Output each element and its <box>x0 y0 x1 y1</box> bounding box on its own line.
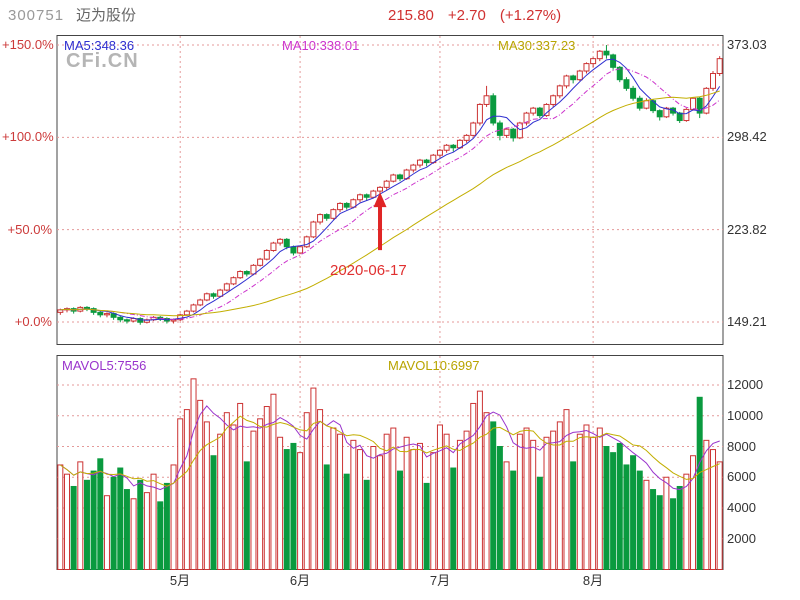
volume-axis-tick: 8000 <box>727 439 756 454</box>
price-axis-tick: 373.03 <box>727 37 767 52</box>
price-axis-tick: 298.42 <box>727 129 767 144</box>
mavol10-label: MAVOL10:6997 <box>388 358 480 373</box>
volume-axis-tick: 12000 <box>727 377 764 392</box>
price-change-percent: (+1.27%) <box>499 7 562 24</box>
month-label: 5月 <box>169 573 191 588</box>
price-change: +2.70 <box>447 7 486 24</box>
mavol5-label: MAVOL5:7556 <box>62 358 147 373</box>
main-price-chart <box>56 35 724 345</box>
volume-axis-tick: 10000 <box>727 408 764 423</box>
site-watermark: CFi.CN <box>66 50 139 72</box>
stock-code: 300751 <box>8 7 65 24</box>
percent-axis-tick: +100.0% <box>2 129 54 144</box>
volume-axis-tick: 6000 <box>727 469 756 484</box>
last-price: 215.80 <box>388 7 434 24</box>
price-axis-tick: 149.21 <box>727 314 767 329</box>
price-quote: 215.80 +2.70 (+1.27%) <box>388 7 561 25</box>
percent-axis-tick: +50.0% <box>7 222 52 237</box>
month-label: 8月 <box>582 573 604 588</box>
volume-axis-tick: 2000 <box>727 531 756 546</box>
stock-name: 迈为股份 <box>76 7 137 24</box>
annotation-date: 2020-06-17 <box>330 262 407 279</box>
volume-chart <box>56 355 724 570</box>
month-label: 7月 <box>429 573 451 588</box>
ma10-label: MA10:338.01 <box>282 38 360 53</box>
price-axis-tick: 223.82 <box>727 222 767 237</box>
percent-axis-tick: +150.0% <box>2 37 54 52</box>
ma30-label: MA30:337.23 <box>498 38 576 53</box>
month-label: 6月 <box>289 573 311 588</box>
percent-axis-tick: +0.0% <box>14 314 52 329</box>
volume-axis-tick: 4000 <box>727 500 756 515</box>
ma5-label: MA5:348.36 <box>64 38 135 53</box>
